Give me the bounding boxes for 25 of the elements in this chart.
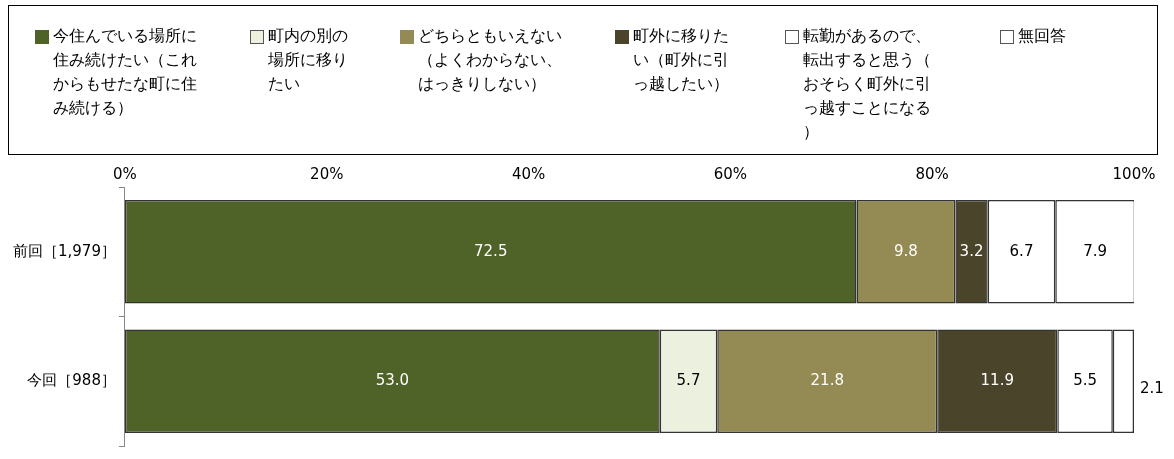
data-label: 72.5 (474, 241, 508, 260)
legend-label: 今住んでいる場所に住み続けたい（これからもせたな町に住み続ける） (53, 25, 198, 119)
y-tick-label: 今回［988］ (27, 371, 116, 390)
data-label: 7.9 (1083, 241, 1108, 260)
data-label: 53.0 (375, 371, 410, 390)
data-label: 9.8 (894, 241, 918, 260)
legend-label: 町内の別の場所に移りたい (268, 25, 349, 95)
legend-label: 町外に移りたい（町外に引っ越したい） (633, 25, 730, 95)
x-tick-label: 80% (915, 164, 949, 183)
x-tick-label: 40% (511, 164, 546, 183)
x-tick-label: 60% (713, 164, 748, 183)
data-label: 21.8 (810, 371, 844, 390)
legend-label: 無回答 (1018, 25, 1067, 47)
x-tick-label: 0% (113, 164, 137, 183)
data-label: 2.1 (1140, 379, 1164, 398)
data-label: 5.7 (676, 371, 701, 390)
legend-label: 転勤があるので、転出すると思う（おそらく町外に引っ越すことになる） (803, 25, 932, 143)
data-label: 6.7 (1009, 241, 1034, 260)
y-tick-label: 前回［1,979］ (12, 241, 116, 260)
x-tick-label: 20% (310, 164, 344, 183)
data-label: 3.2 (959, 241, 984, 260)
data-label: 5.5 (1073, 371, 1097, 390)
legend-label: どちらともいえない（よくわからない、はっきりしない） (418, 25, 563, 95)
x-tick-label: 100% (1112, 164, 1156, 183)
data-label: 11.9 (980, 371, 1014, 390)
